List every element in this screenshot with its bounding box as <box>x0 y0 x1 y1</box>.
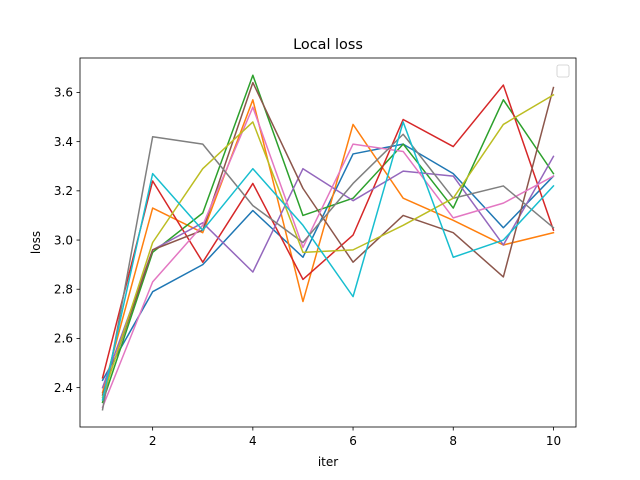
y-tick-label: 2.4 <box>54 381 73 395</box>
y-tick-label: 2.8 <box>54 283 73 297</box>
y-axis-ticks: 2.4 2.6 2.8 3.0 3.2 3.4 3.6 <box>54 86 80 395</box>
series-line-10 <box>101 121 555 401</box>
plot-frame <box>79 57 577 428</box>
x-axis-label: iter <box>318 455 338 469</box>
series-line-8 <box>101 133 555 411</box>
series-line-3 <box>101 74 555 404</box>
y-tick-label: 3.4 <box>54 135 73 149</box>
y-tick-label: 3.2 <box>54 184 73 198</box>
series-line-9 <box>101 93 555 399</box>
x-tick-label: 4 <box>249 434 257 448</box>
x-tick-label: 6 <box>349 434 357 448</box>
x-tick-label: 10 <box>546 434 561 448</box>
legend-box <box>556 64 570 78</box>
series-lines <box>101 74 555 411</box>
y-axis-label: loss <box>29 231 43 254</box>
series-line-1 <box>101 143 555 382</box>
x-axis-ticks: 2 4 6 8 10 <box>149 427 561 448</box>
series-line-6 <box>101 81 555 396</box>
series-line-4 <box>101 84 555 379</box>
chart-title: Local loss <box>293 37 363 53</box>
y-tick-label: 3.0 <box>54 233 73 247</box>
series-line-7 <box>101 106 555 409</box>
y-tick-label: 3.6 <box>54 86 73 100</box>
x-tick-label: 8 <box>449 434 457 448</box>
y-tick-label: 2.6 <box>54 332 73 346</box>
x-tick-label: 2 <box>149 434 157 448</box>
